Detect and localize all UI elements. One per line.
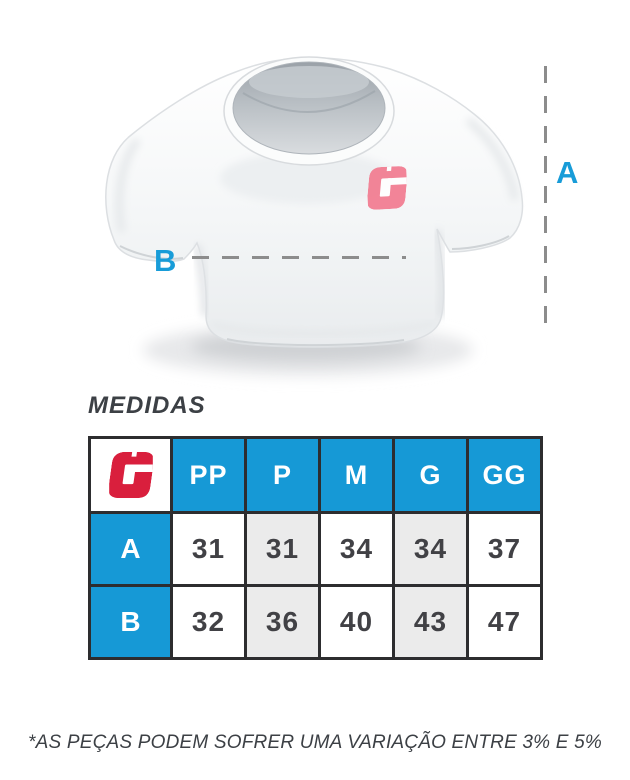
left-cuff-seam xyxy=(119,245,184,260)
section-title: MEDIDAS xyxy=(88,392,206,419)
right-cuff-seam xyxy=(451,235,510,250)
size-col-header: GG xyxy=(466,436,543,514)
measure-line-a xyxy=(544,66,547,330)
size-value-cell: 37 xyxy=(466,511,543,587)
size-value-cell: 36 xyxy=(244,584,321,660)
size-col-header: M xyxy=(318,436,395,514)
brand-logo-icon xyxy=(109,451,153,499)
size-value-cell: 43 xyxy=(392,584,469,660)
size-col-header: G xyxy=(392,436,469,514)
table-header-row: PP P M G GG xyxy=(88,436,543,514)
table-row: B 32 36 40 43 47 xyxy=(88,584,543,660)
variation-footnote: *AS PEÇAS PODEM SOFRER UMA VARIAÇÃO ENTR… xyxy=(28,732,602,753)
size-table: PP P M G GG A 31 31 34 34 37 B 32 36 40 … xyxy=(88,436,543,660)
table-logo-cell xyxy=(88,436,173,514)
size-col-header: P xyxy=(244,436,321,514)
size-value-cell: 40 xyxy=(318,584,395,660)
hem-seam xyxy=(226,338,405,347)
crop-top-shirt-image xyxy=(105,56,524,376)
size-col-header: PP xyxy=(170,436,247,514)
size-value-cell: 34 xyxy=(392,511,469,587)
measure-label-b: B xyxy=(154,243,177,278)
size-value-cell: 47 xyxy=(466,584,543,660)
size-value-cell: 31 xyxy=(244,511,321,587)
size-value-cell: 31 xyxy=(170,511,247,587)
measure-label-a: A xyxy=(556,155,579,190)
row-label: B xyxy=(88,584,173,660)
size-value-cell: 34 xyxy=(318,511,395,587)
row-label: A xyxy=(88,511,173,587)
table-row: A 31 31 34 34 37 xyxy=(88,511,543,587)
measure-line-b xyxy=(192,256,406,259)
size-value-cell: 32 xyxy=(170,584,247,660)
